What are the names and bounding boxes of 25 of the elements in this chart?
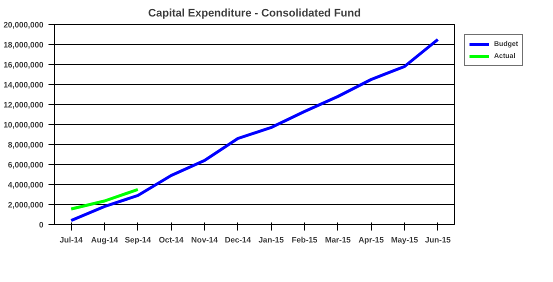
y-tick-label: 2,000,000 — [8, 200, 44, 210]
y-tick-label: 16,000,000 — [3, 60, 44, 70]
x-tick-label: Apr-15 — [358, 236, 384, 244]
y-tick-label: 10,000,000 — [3, 120, 44, 130]
x-tick-label: Jul-14 — [60, 236, 84, 244]
x-tick-label: Oct-14 — [158, 236, 184, 244]
x-tick-label: Jan-15 — [258, 236, 284, 244]
y-tick-label: 8,000,000 — [8, 140, 44, 150]
x-tick-label: Nov-14 — [191, 236, 218, 244]
y-tick-label: 18,000,000 — [3, 40, 44, 50]
chart-title: Capital Expenditure - Consolidated Fund — [148, 8, 361, 20]
y-tick-label: 4,000,000 — [8, 180, 44, 190]
y-tick-label: 6,000,000 — [8, 160, 44, 170]
y-tick-label: 12,000,000 — [3, 100, 44, 110]
x-tick-label: Sep-14 — [124, 236, 152, 244]
x-tick-label: May-15 — [390, 236, 419, 244]
line-series — [70, 38, 440, 222]
x-tick-label: Feb-15 — [292, 236, 318, 244]
y-tick-label: 20,000,000 — [3, 20, 44, 30]
x-tick-label: Dec-14 — [224, 236, 252, 244]
y-tick-label: 14,000,000 — [3, 80, 44, 90]
x-tick-label: Mar-15 — [324, 236, 352, 244]
y-tick-label: 0 — [39, 220, 44, 230]
x-tick-label: Aug-14 — [90, 236, 119, 244]
x-tick-label: Jun-15 — [424, 236, 452, 244]
